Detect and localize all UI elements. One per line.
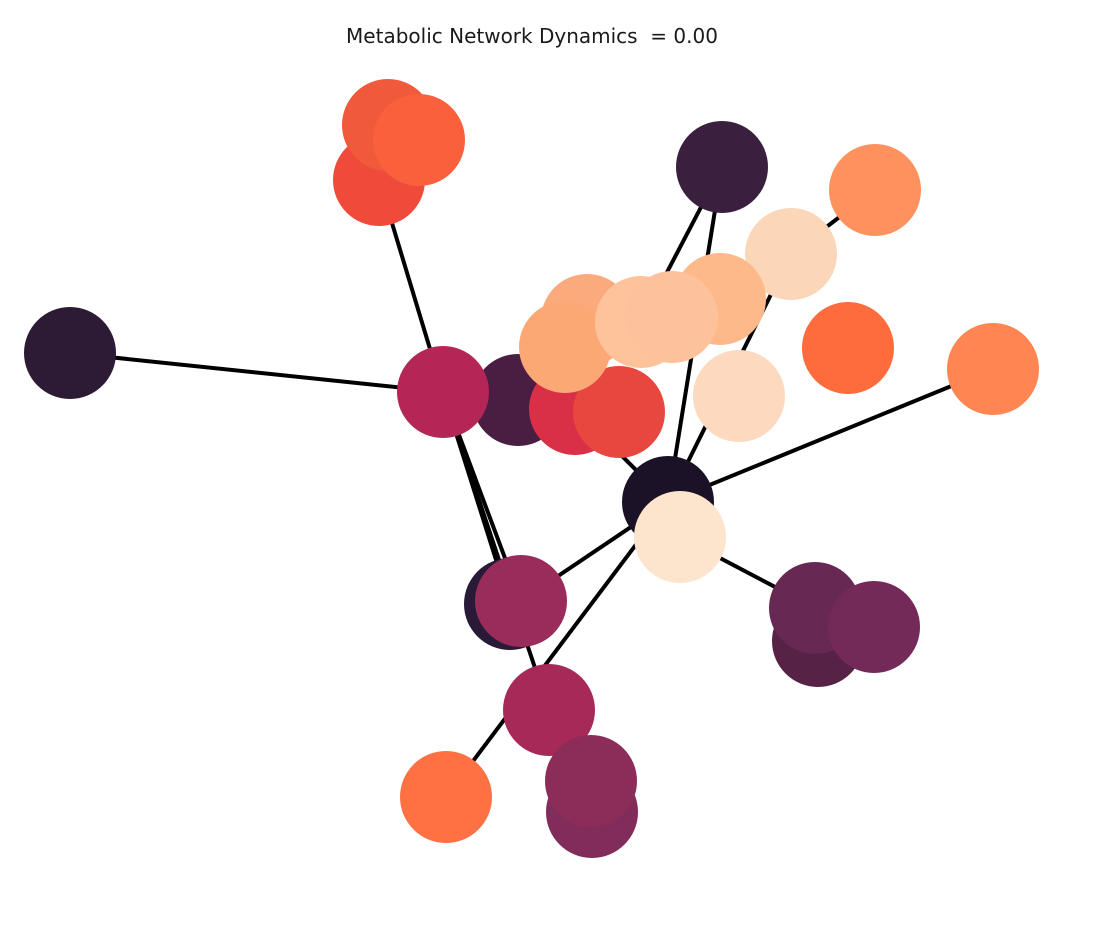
- node-n30: [545, 735, 637, 827]
- node-n18: [626, 271, 718, 363]
- node-n7: [397, 346, 489, 438]
- edge-n7-n27: [441, 390, 551, 712]
- figure-title: Metabolic Network Dynamics = 0.00: [346, 24, 718, 48]
- edge-n11-n20: [666, 367, 995, 504]
- node-n19: [693, 350, 785, 442]
- edge-n6-n7: [68, 351, 445, 394]
- node-n10: [802, 302, 894, 394]
- node-n17: [519, 301, 611, 393]
- node-n28: [400, 751, 492, 843]
- node-n21: [634, 491, 726, 583]
- node-layer: [24, 79, 1039, 858]
- edge-n20-n28: [444, 500, 670, 799]
- node-n26: [828, 581, 920, 673]
- node-n9: [745, 208, 837, 300]
- node-n6: [24, 307, 116, 399]
- node-n27: [503, 664, 595, 756]
- node-n5: [829, 144, 921, 236]
- node-n23: [475, 555, 567, 647]
- node-n11: [947, 323, 1039, 415]
- node-n4: [676, 121, 768, 213]
- node-n3: [373, 94, 465, 186]
- node-n16: [573, 366, 665, 458]
